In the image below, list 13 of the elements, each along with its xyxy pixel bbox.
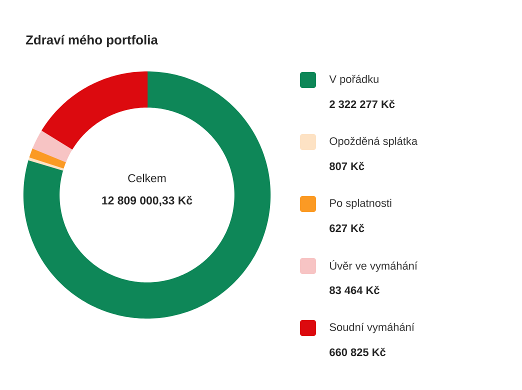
text: 83 464 Kč [330,286,380,294]
text: 807 Kč [330,162,364,170]
text: 2 322 277 Kč [330,100,395,108]
legend-label: Po splatnosti [330,198,392,210]
legend-label: Opožděná splátka [330,136,418,148]
text: Celkem [128,174,166,182]
text: 12 809 000,33 Kč [102,196,192,206]
legend-label: V pořádku [329,74,378,86]
legend-label: Úvěr ve vymáhání [330,260,418,272]
chart-title: Zdraví mého portfolia [26,34,158,48]
text: 660 825 Kč [330,348,386,356]
text: 627 Kč [330,224,364,232]
legend-label: Soudní vymáhání [330,322,414,334]
